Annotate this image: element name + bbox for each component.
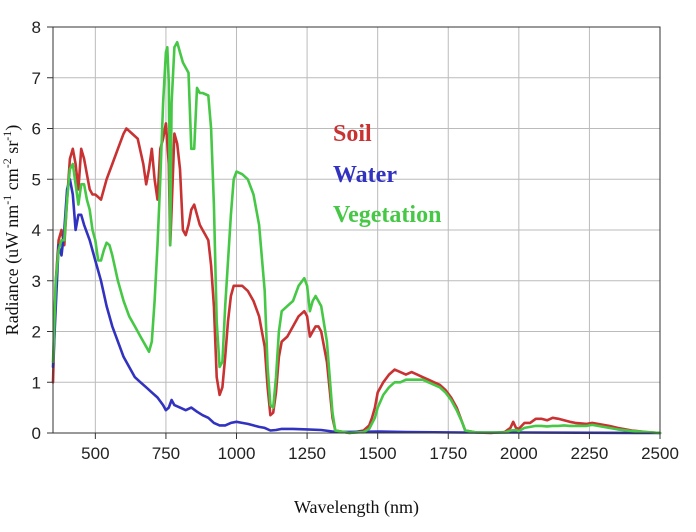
series-lines xyxy=(51,40,662,435)
y-tick-label: 5 xyxy=(32,170,41,189)
legend-label-vegetation: Vegetation xyxy=(333,202,441,228)
y-axis-title: Radiance (uW nm-1 cm-2 sr-1) xyxy=(0,125,23,336)
x-axis-ticks: 500 750 1000 1250 1500 1750 2000 2250 2500 xyxy=(81,433,679,463)
y-tick-label: 3 xyxy=(32,272,41,291)
series-line-vegetation xyxy=(51,40,662,435)
y-tick-label: 6 xyxy=(32,120,41,139)
y-tick-label: 1 xyxy=(32,373,41,392)
x-tick-label: 2500 xyxy=(641,444,679,463)
grid xyxy=(53,26,661,434)
x-tick-label: 2250 xyxy=(571,444,609,463)
legend-label-water: Water xyxy=(333,162,397,188)
x-tick-label: 1000 xyxy=(218,444,256,463)
x-tick-label: 500 xyxy=(81,444,109,463)
x-tick-label: 1750 xyxy=(429,444,467,463)
x-tick-label: 2000 xyxy=(500,444,538,463)
legend-label-soil: Soil xyxy=(333,121,372,147)
y-tick-label: 8 xyxy=(32,18,41,37)
legend: Soil Water Vegetation xyxy=(333,121,441,228)
y-tick-label: 2 xyxy=(32,323,41,342)
x-axis-title: Wavelength (nm) xyxy=(294,497,419,518)
y-tick-label: 0 xyxy=(32,424,41,443)
x-tick-label: 1500 xyxy=(359,444,397,463)
y-tick-label: 4 xyxy=(32,221,41,240)
series-line-water xyxy=(51,178,662,435)
x-tick-label: 750 xyxy=(152,444,180,463)
x-tick-label: 1250 xyxy=(288,444,326,463)
y-axis-ticks: 0 1 2 3 4 5 6 7 8 xyxy=(32,18,53,443)
y-tick-label: 7 xyxy=(32,69,41,88)
